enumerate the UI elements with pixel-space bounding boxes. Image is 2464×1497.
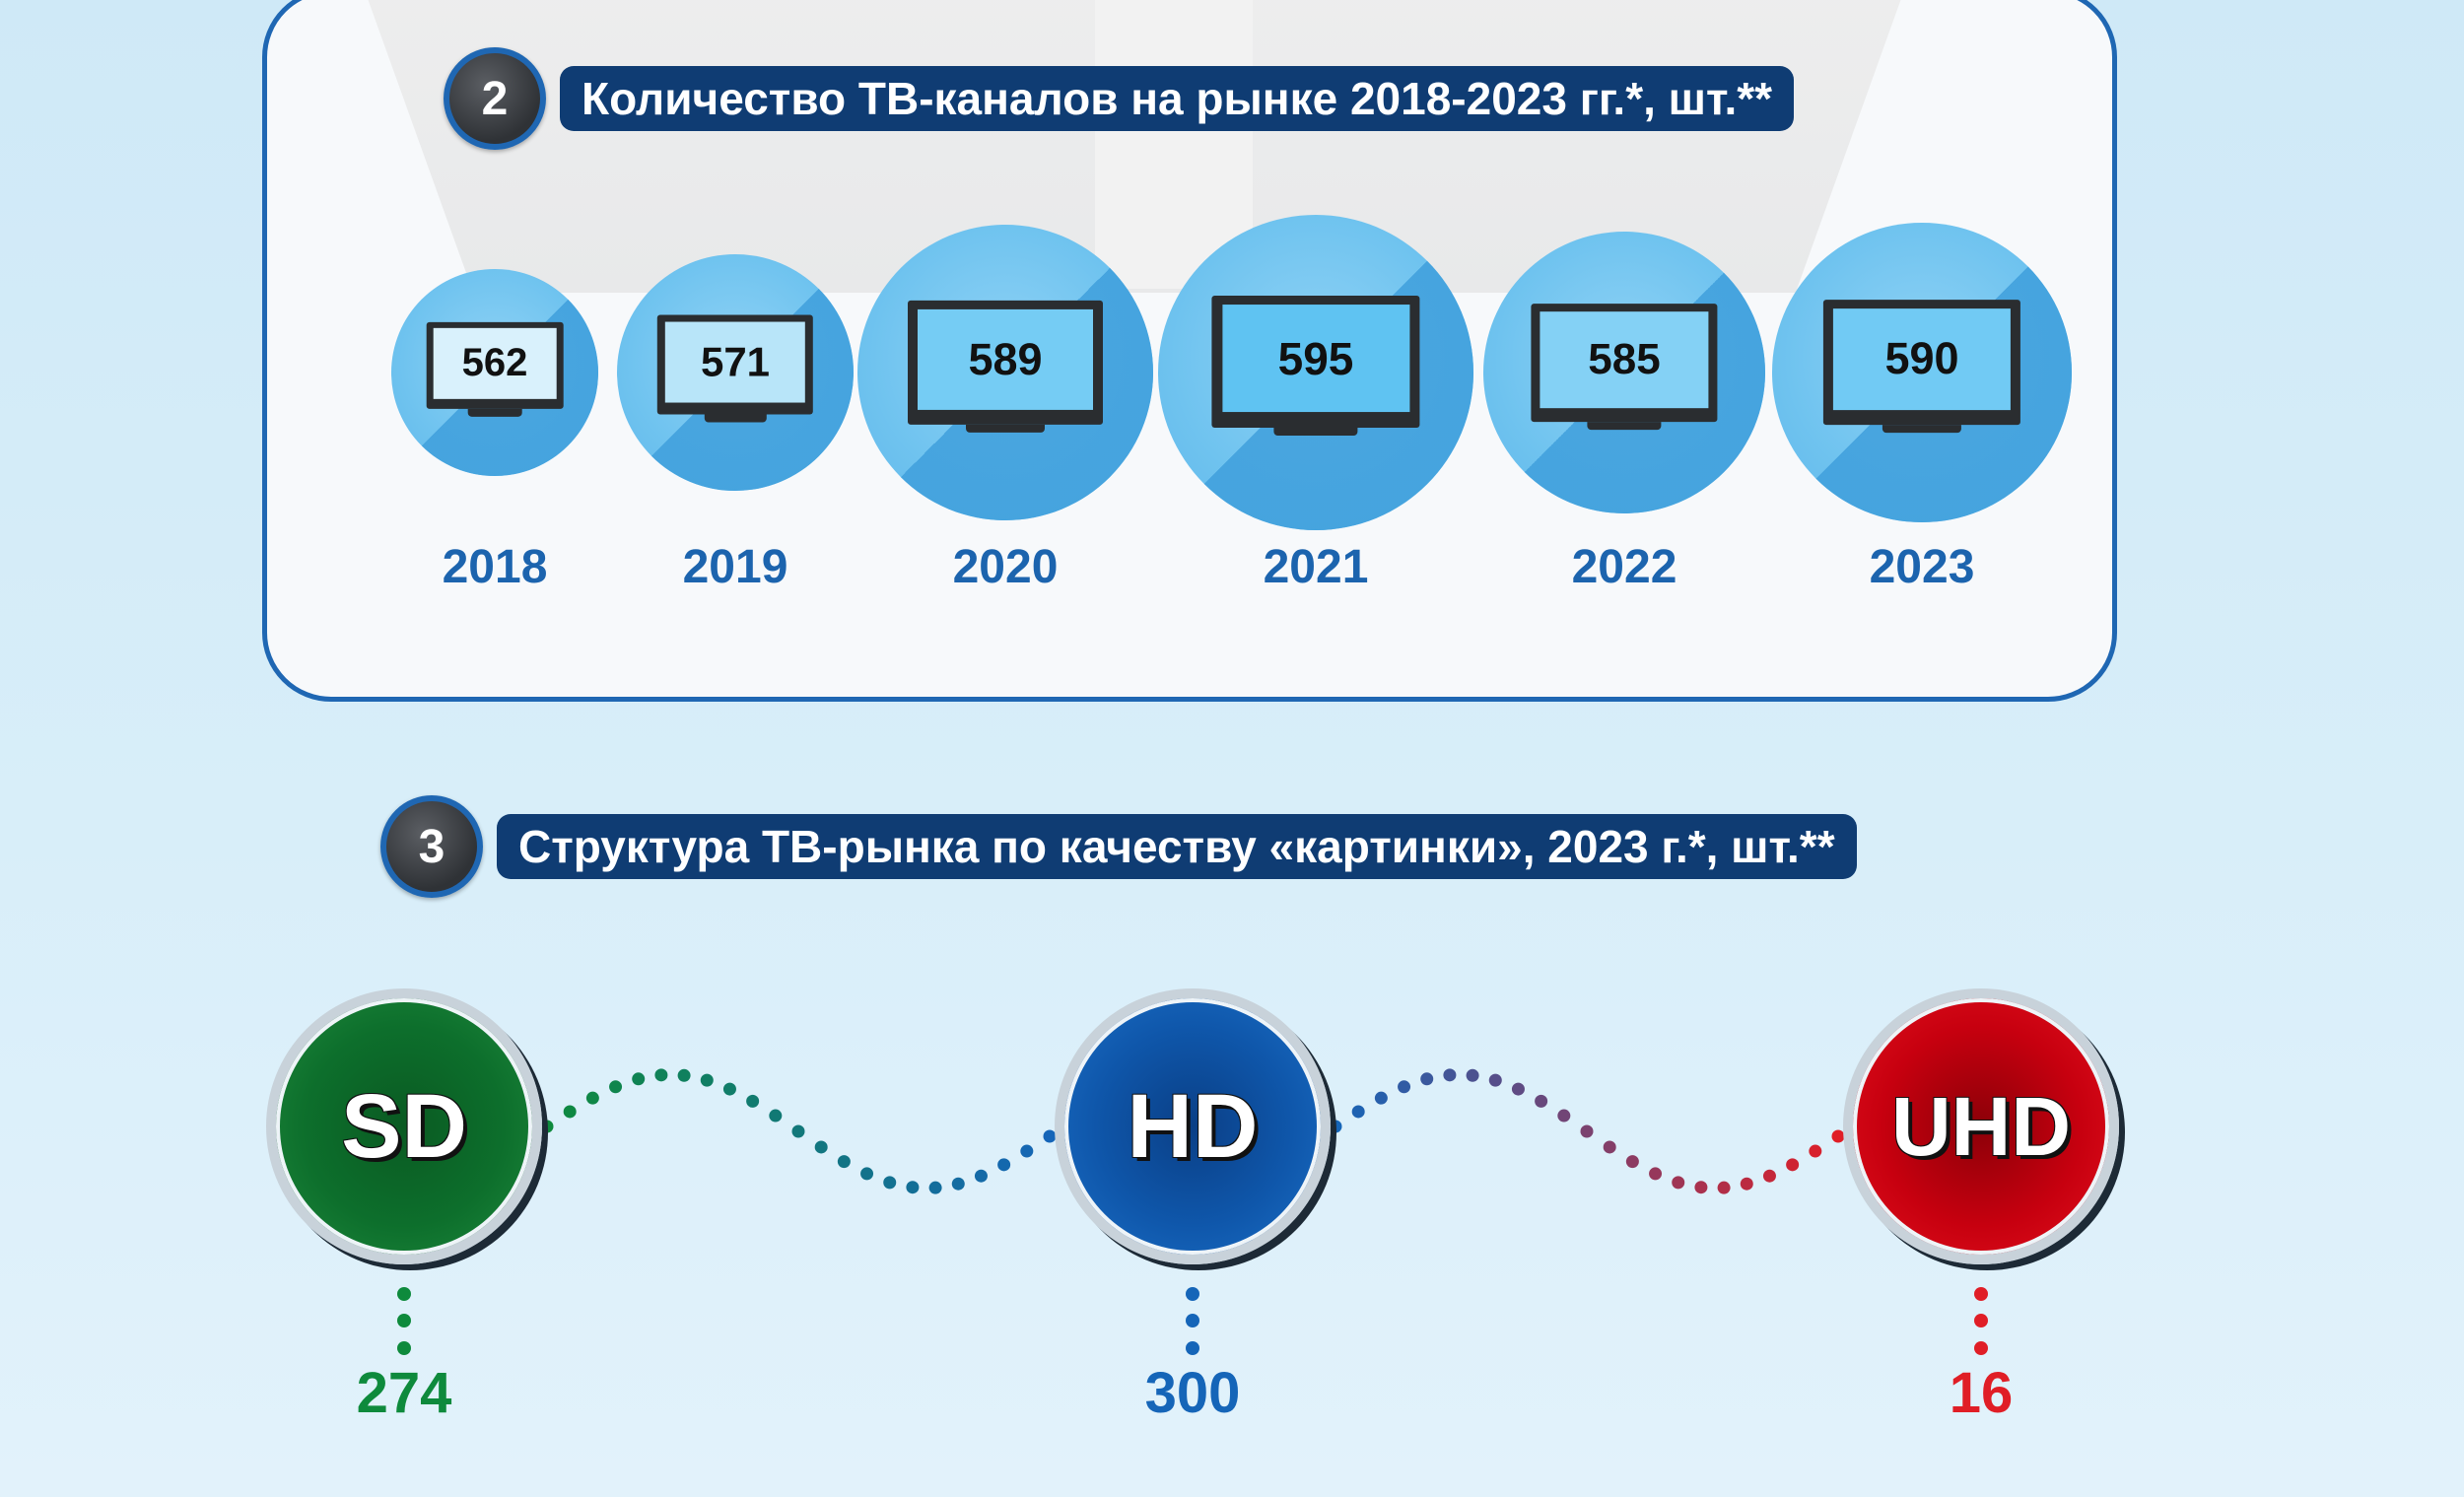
tv-circle-2020: 589	[857, 225, 1153, 520]
quality-label-sd: SD	[341, 1075, 467, 1177]
year-label-2021: 2021	[1263, 541, 1369, 593]
connector-dot	[1809, 1144, 1822, 1158]
connector-dot	[1329, 1120, 1342, 1133]
section-2-header: 2 Количество ТВ-каналов на рынке 2018-20…	[444, 47, 1795, 150]
connector-dot	[1580, 1124, 1594, 1138]
section-3-title: Структура ТВ-рынка по качеству «картинки…	[497, 814, 1857, 879]
connector-dot	[974, 1169, 988, 1183]
connector-dot	[1020, 1144, 1034, 1158]
tv-icon: 585	[1531, 304, 1718, 431]
year-label-2020: 2020	[952, 541, 1059, 593]
value-connector-dot	[1186, 1314, 1199, 1327]
connector-dot	[1420, 1072, 1434, 1086]
quality-circle-hd: HD	[1055, 988, 1331, 1264]
tv-value-2021: 595	[1221, 305, 1410, 413]
quality-circle-uhd: UHD	[1843, 988, 2119, 1264]
tv-circle-2023: 590	[1772, 223, 2072, 522]
connector-dot	[1557, 1109, 1571, 1123]
tv-value-2018: 562	[433, 328, 557, 399]
connector-dot	[1694, 1181, 1708, 1194]
connector-dot	[654, 1068, 668, 1082]
tv-icon: 595	[1211, 296, 1420, 437]
tv-value-2023: 590	[1832, 308, 2012, 411]
value-connector-dot	[397, 1314, 411, 1327]
connector-dot	[1488, 1073, 1502, 1087]
value-connector-dot	[397, 1287, 411, 1301]
connector-dot	[1398, 1080, 1411, 1094]
section-3-header: 3 Структура ТВ-рынка по качеству «картин…	[380, 795, 1857, 898]
tv-icon: 589	[908, 300, 1103, 433]
tv-circle-2022: 585	[1482, 231, 1766, 514]
tv-value-2022: 585	[1540, 311, 1709, 409]
connector-dot	[677, 1068, 691, 1082]
quality-value-hd: 300	[1144, 1361, 1241, 1425]
tv-circle-2019: 571	[617, 254, 854, 491]
connector-dot	[883, 1176, 897, 1190]
quality-label-hd: HD	[1127, 1075, 1259, 1177]
connector-dot	[585, 1091, 599, 1105]
connector-dot	[1649, 1167, 1663, 1181]
quality-circle-sd: SD	[266, 988, 542, 1264]
connector-dot	[769, 1109, 783, 1123]
connector-dot	[860, 1167, 874, 1181]
connector-dot	[951, 1177, 965, 1191]
connector-dot	[1740, 1177, 1753, 1191]
connector-dot	[1043, 1129, 1057, 1143]
quality-value-sd: 274	[356, 1361, 452, 1425]
connector-dot	[1625, 1155, 1639, 1169]
year-label-2019: 2019	[682, 541, 788, 593]
connector-dot	[1466, 1068, 1479, 1082]
section-2-title: Количество ТВ-каналов на рынке 2018-2023…	[560, 66, 1795, 131]
value-connector-dot	[1186, 1341, 1199, 1355]
connector-dot	[1786, 1158, 1800, 1172]
tv-icon: 590	[1822, 300, 2021, 434]
connector-dot	[928, 1181, 942, 1194]
tv-icon: 571	[656, 314, 814, 423]
value-connector-dot	[1974, 1314, 1988, 1327]
year-label-2018: 2018	[442, 541, 548, 593]
connector-dot	[700, 1073, 714, 1087]
connector-dot	[791, 1124, 805, 1138]
connector-dot	[837, 1155, 851, 1169]
section-2-badge: 2	[444, 47, 546, 150]
connector-dot	[1762, 1169, 1776, 1183]
year-label-2023: 2023	[1869, 541, 1975, 593]
connector-dot	[609, 1080, 623, 1094]
value-connector-dot	[397, 1341, 411, 1355]
tv-value-2020: 589	[917, 308, 1094, 410]
connector-dot	[1443, 1068, 1457, 1082]
value-connector-dot	[1974, 1287, 1988, 1301]
connector-dot	[632, 1072, 646, 1086]
connector-dot	[997, 1158, 1011, 1172]
connector-dot	[1831, 1129, 1845, 1143]
connector-dot	[814, 1140, 828, 1154]
quality-value-uhd: 16	[1949, 1361, 2014, 1425]
connector-dot	[1511, 1082, 1525, 1096]
value-connector-dot	[1186, 1287, 1199, 1301]
connector-dot	[540, 1120, 554, 1133]
connector-dot	[722, 1082, 736, 1096]
connector-dot	[1374, 1091, 1388, 1105]
tv-icon: 562	[426, 321, 564, 418]
connector-dot	[1672, 1176, 1685, 1190]
year-label-2022: 2022	[1571, 541, 1677, 593]
connector-dot	[1535, 1094, 1548, 1108]
section-3-badge: 3	[380, 795, 483, 898]
connector-dot	[1603, 1140, 1616, 1154]
connector-dot	[1717, 1181, 1731, 1194]
connector-dot	[906, 1181, 920, 1194]
connector-dot	[563, 1105, 577, 1119]
tv-circle-2021: 595	[1158, 215, 1473, 530]
connector-dot	[746, 1094, 760, 1108]
quality-label-uhd: UHD	[1891, 1079, 2071, 1173]
value-connector-dot	[1974, 1341, 1988, 1355]
connector-dot	[1351, 1105, 1365, 1119]
tv-circle-2018: 562	[391, 269, 598, 476]
tv-value-2019: 571	[664, 321, 806, 403]
